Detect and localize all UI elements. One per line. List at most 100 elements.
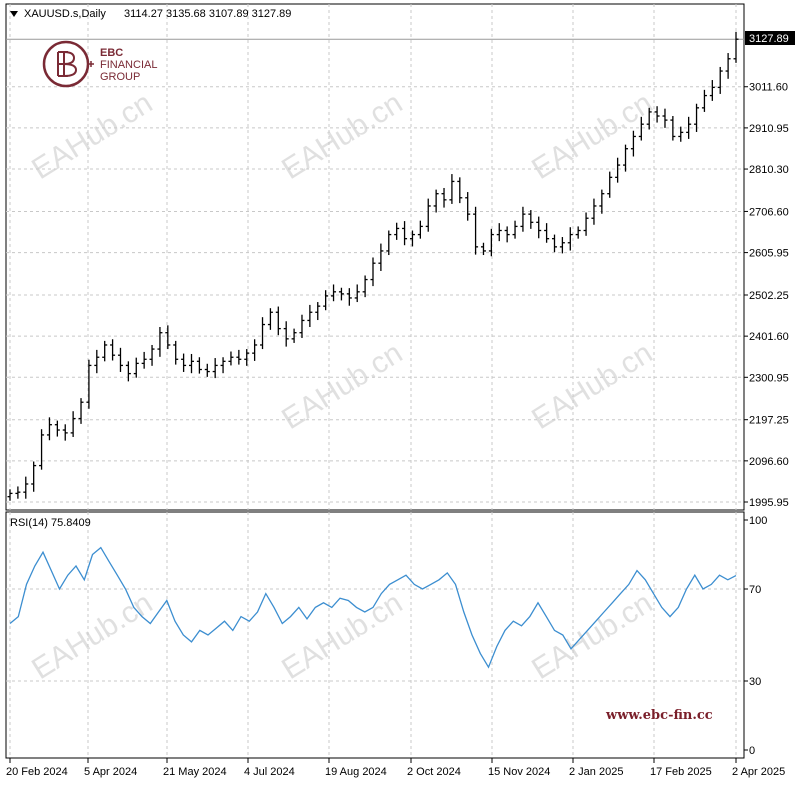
watermark-text: EAHub.cn (276, 86, 408, 186)
ohlc-bar (220, 357, 226, 374)
ohlc-bar (125, 361, 131, 382)
website-label: www.ebc-fin.cc (605, 708, 713, 723)
ohlc-bar (425, 198, 431, 232)
ohlc-bar (402, 221, 408, 246)
ohlc-bar (709, 80, 715, 101)
ohlc-bar (267, 308, 273, 330)
ohlc-bar (417, 220, 423, 239)
current-price-label: 3127.89 (749, 33, 789, 45)
ohlc-bar (646, 107, 652, 130)
ohlc-bar (473, 206, 479, 255)
ohlc-values: 3114.27 3135.68 3107.89 3127.89 (124, 8, 291, 20)
x-tick-label: 5 Apr 2024 (84, 766, 137, 778)
watermark-text: EAHub.cn (526, 586, 658, 686)
ohlc-bar (173, 340, 179, 365)
price-panel-frame (5, 3, 745, 511)
price-tick-label: 2910.95 (749, 123, 789, 135)
ohlc-bar (544, 223, 550, 243)
triangle-down-icon[interactable] (10, 11, 18, 17)
ohlc-bar (638, 116, 644, 141)
ohlc-bar (552, 234, 557, 253)
x-tick-label: 20 Feb 2024 (6, 766, 68, 778)
watermark-text: EAHub.cn (526, 336, 658, 436)
x-tick-label: 15 Nov 2024 (488, 766, 550, 778)
ohlc-bar (378, 243, 384, 271)
ohlc-bar (607, 171, 613, 198)
price-tick-label: 2300.95 (749, 372, 789, 384)
x-tick-label: 21 May 2024 (163, 766, 227, 778)
ohlc-bar (212, 358, 218, 379)
brand-line2: FINANCIAL (100, 59, 157, 71)
rsi-line (9, 546, 737, 669)
rsi-series (9, 546, 737, 669)
ohlc-bar (686, 116, 692, 139)
ohlc-bar (559, 237, 565, 254)
price-tick-label: 3011.60 (749, 82, 788, 94)
ohlc-bar (236, 349, 242, 365)
ohlc-bar (575, 226, 581, 239)
ohlc-bar (670, 116, 676, 141)
price-bars (7, 31, 739, 501)
ohlc-bar (46, 417, 52, 441)
ohlc-bar (630, 130, 636, 157)
ohlc-bar (94, 349, 100, 374)
ohlc-bar (623, 144, 629, 172)
ohlc-bar (615, 157, 621, 183)
ebc-logo: EBC FINANCIAL GROUP (42, 40, 157, 88)
ohlc-bar (141, 351, 147, 369)
ohlc-bar (599, 189, 605, 214)
price-tick-label: 2401.60 (749, 331, 789, 343)
ohlc-bar (291, 328, 297, 343)
ohlc-bar (149, 344, 155, 366)
ohlc-bar (196, 357, 202, 374)
ohlc-bar (23, 476, 29, 499)
ohlc-bar (441, 187, 447, 208)
ohlc-bar (678, 126, 684, 142)
rsi-panel-frame (5, 511, 745, 759)
current-price-tag (745, 31, 795, 45)
price-tick-label: 2605.95 (749, 248, 789, 260)
x-tick-label: 4 Jul 2024 (244, 766, 295, 778)
ohlc-bar (7, 489, 13, 501)
ohlc-bar (457, 177, 463, 204)
ohlc-bar (409, 230, 415, 247)
ohlc-bar (370, 257, 376, 287)
x-tick-label: 17 Feb 2025 (650, 766, 712, 778)
ohlc-bar (662, 108, 668, 128)
ohlc-bar (433, 189, 439, 213)
ohlc-bar (307, 304, 313, 327)
symbol-label[interactable]: XAUUSD.s,Daily (24, 8, 106, 20)
ohlc-bar (496, 223, 502, 242)
rsi-tick-label: 30 (749, 676, 761, 688)
x-tick-label: 2 Apr 2025 (732, 766, 785, 778)
watermark-text: EAHub.cn (526, 86, 658, 186)
ohlc-bar (488, 228, 494, 257)
ohlc-bar (654, 106, 660, 123)
ohlc-bar (15, 486, 21, 499)
x-tick-label: 2 Jan 2025 (569, 766, 623, 778)
ohlc-bar (480, 242, 486, 256)
ohlc-bar (133, 357, 139, 378)
ohlc-bar (725, 53, 731, 79)
ohlc-bar (283, 321, 289, 347)
rsi-tick-label: 0 (749, 745, 755, 757)
ohlc-bar (512, 220, 518, 239)
watermark-text: EAHub.cn (276, 586, 408, 686)
ohlc-bar (157, 326, 163, 357)
ohlc-bar (346, 288, 352, 306)
ebc-monogram-icon (42, 40, 94, 88)
ohlc-bar (449, 174, 455, 204)
ohlc-bar (338, 287, 344, 301)
ohlc-bar (165, 325, 171, 350)
watermark-text: EAHub.cn (276, 336, 408, 436)
price-tick-label: 2810.30 (749, 164, 789, 176)
ohlc-bar (86, 359, 92, 409)
ohlc-bar (536, 216, 542, 239)
ohlc-bar (465, 192, 471, 221)
brand-line1: EBC (100, 47, 123, 59)
ohlc-bar (354, 284, 360, 303)
ohlc-bar (528, 210, 534, 229)
watermark-layer: EAHub.cn EAHub.cn EAHub.cn EAHub.cn EAHub.cn… (26, 86, 658, 686)
